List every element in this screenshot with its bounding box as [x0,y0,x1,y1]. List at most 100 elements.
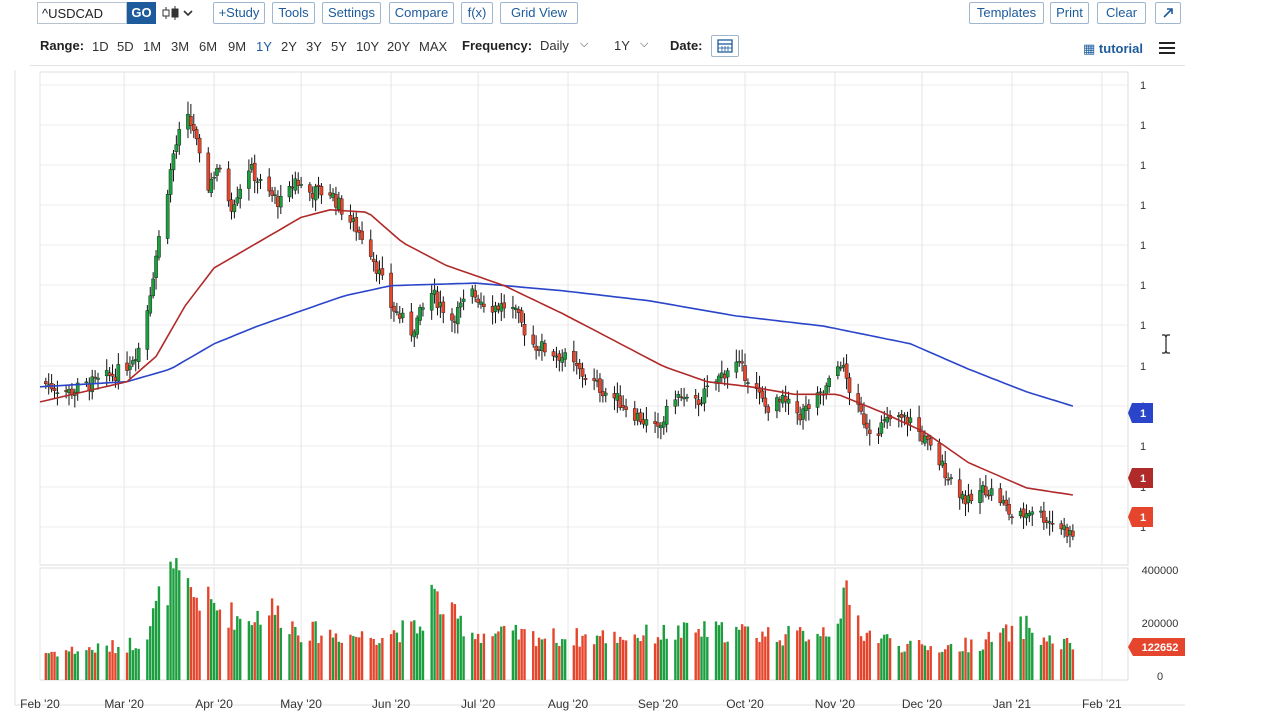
candle-up [923,435,927,444]
volume-bar-down [926,650,930,680]
volume-bar-down [369,637,372,680]
price-tick-label: 1 [1140,200,1146,212]
volume-bar-up [836,623,840,680]
add-study-button[interactable]: +Study [213,2,265,24]
candle-down [859,404,863,412]
candle-down [194,129,199,140]
range-3m[interactable]: 3M [171,39,190,54]
candle-up [232,204,237,213]
candle-down [191,124,196,131]
settings-button[interactable]: Settings [322,2,381,24]
symbol-input[interactable] [37,2,127,24]
volume-bar-up [186,578,190,680]
candlestick-icon [162,6,193,20]
volume-bar-down [1051,643,1054,680]
price-marker-badge [1128,507,1153,527]
volume-bar-up [781,645,784,680]
candle-up [885,417,889,423]
range-1m[interactable]: 1M [143,39,162,54]
range-1d[interactable]: 1D [92,39,109,54]
candle-down [551,351,556,357]
price-marker-label: 1 [1140,512,1146,524]
go-button[interactable]: GO [127,2,156,24]
volume-bar-up [279,627,283,680]
candle-up [775,397,779,412]
clear-button[interactable]: Clear [1097,2,1146,24]
popout-button[interactable] [1155,2,1181,24]
volume-bar-down [398,642,401,680]
candle-down [368,239,373,257]
volume-bar-down [111,640,114,680]
volume-bar-up [299,642,303,680]
ma-short-line [39,208,1074,496]
volume-bar-up [717,625,721,680]
candle-up [421,307,425,310]
volume-bar-up [1048,635,1051,680]
volume-bar-down [865,632,869,680]
candle-down [807,404,811,409]
range-1y[interactable]: 1Y [256,39,272,54]
candle-down [226,168,231,202]
range-5d[interactable]: 5D [117,39,134,54]
candle-down [218,167,222,170]
range-6m[interactable]: 6M [199,39,218,54]
range-5y[interactable]: 5Y [331,39,347,54]
candle-up [313,186,318,201]
candle-up [96,377,100,380]
menu-icon[interactable] [1159,42,1175,56]
range-9m[interactable]: 9M [228,39,247,54]
candle-up [836,366,840,376]
function-button[interactable]: f(x) [461,2,493,24]
volume-bar-down [862,640,866,680]
candle-down [580,368,585,377]
volume-bar-up [941,651,944,680]
candle-down [441,301,446,313]
volume-bar-up [471,632,474,680]
x-tick-label: Apr '20 [195,697,233,711]
candle-up [165,194,170,239]
range-2y[interactable]: 2Y [281,39,297,54]
volume-bar-up [117,646,120,680]
volume-bar-down [189,587,193,680]
candle-down [44,381,48,385]
candle-down [110,374,115,377]
candle-down [1050,523,1055,525]
candle-up [676,394,681,398]
date-picker-button[interactable] [711,35,739,57]
grid-view-button[interactable]: Grid View [500,2,578,24]
print-button[interactable]: Print [1050,2,1089,24]
range-10y[interactable]: 10Y [356,39,380,54]
chevron-down-icon: ⌵ [640,38,649,50]
x-tick-label: Jan '21 [993,697,1032,711]
volume-bar-up [923,645,927,680]
volume-bar-up [421,630,425,680]
range-max[interactable]: MAX [419,39,448,54]
volume-bar-down [679,637,683,680]
volume-bar-up [76,651,79,680]
volume-bar-down [227,627,230,680]
price-tick-label: 1 [1140,361,1146,373]
price-tick-label: 1 [1140,120,1146,132]
volume-bar-down [1065,638,1069,680]
tools-button[interactable]: Tools [272,2,315,24]
chart-type-select[interactable] [160,3,196,23]
range-20y[interactable]: 20Y [387,39,411,54]
price-marker-badge [1128,403,1153,423]
volume-bar-down [360,631,364,680]
volume-bar-up [703,621,706,680]
candle-down [502,302,507,309]
toolbar-divider [30,65,1185,66]
templates-button[interactable]: Templates [969,2,1044,24]
frequency-select[interactable]: Daily [540,38,569,53]
tutorial-link[interactable]: ▦ tutorial [1083,41,1143,57]
volume-bar-up [555,642,558,680]
range-bar: Range: 1D 5D 1M 3M 6M 9M 1Y 2Y 3Y 5Y 10Y… [0,33,1185,61]
candle-down [946,479,950,481]
compare-button[interactable]: Compare [389,2,454,24]
candle-up [644,419,649,426]
period-select[interactable]: 1Y [614,38,630,53]
volume-bar-down [572,645,576,680]
range-3y[interactable]: 3Y [306,39,322,54]
volume-bar-up [1028,627,1031,680]
